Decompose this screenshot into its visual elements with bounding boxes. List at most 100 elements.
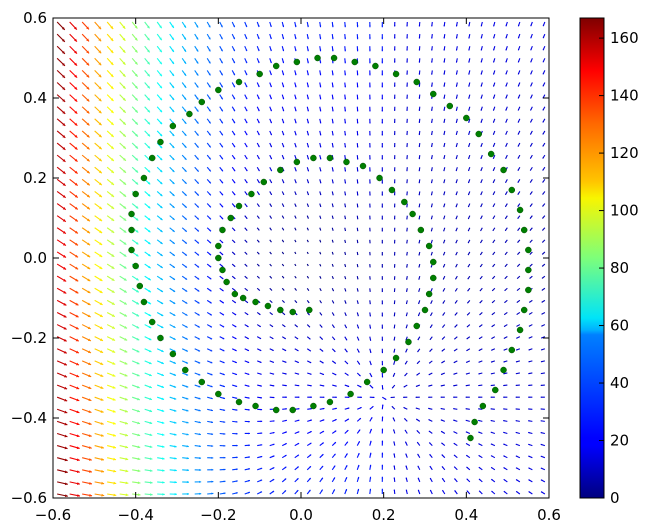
quiver-arrow [455,203,458,208]
quiver-arrow [281,489,287,495]
data-point [306,306,313,314]
quiver-arrow [256,82,260,88]
quiver-arrow [156,348,164,353]
quiver-arrow [331,336,336,341]
quiver-arrow [219,408,226,411]
quiver-arrow [306,287,310,291]
quiver-arrow [219,191,224,196]
quiver-arrow [219,178,224,184]
quiver-arrow [181,251,188,256]
quiver-arrow [344,34,347,40]
quiver-arrow [144,324,152,329]
quiver-arrow [69,384,80,390]
quiver-arrow [94,372,104,378]
quiver-arrow [156,360,164,365]
quiver-arrow [169,33,175,41]
quiver-arrow [406,34,408,39]
quiver-arrow [465,384,470,387]
quiver-arrow [418,142,421,148]
quiver-arrow [282,384,287,387]
quiver-arrow [319,227,322,231]
quiver-arrow [503,408,508,410]
quiver-arrow [232,372,238,376]
quiver-arrow [156,311,164,317]
quiver-arrow [232,456,238,459]
quiver-arrow [516,299,521,304]
quiver-arrow [181,154,187,161]
quiver-arrow [344,251,347,255]
quiver-arrow [369,70,371,76]
quiver-arrow [219,118,224,124]
quiver-arrow [431,130,433,136]
quiver-arrow [282,372,287,375]
quiver-arrow [319,465,324,471]
quiver-arrow [465,396,470,398]
quiver-arrow [82,481,93,485]
quiver-arrow [206,227,212,232]
quiver-arrow [356,106,359,112]
quiver-arrow [517,239,521,244]
quiver-arrow [504,239,508,244]
x-axis: −0.6 −0.4 −0.2 0.0 0.2 0.4 0.6 [35,18,561,524]
quiver-arrow [403,396,408,398]
quiver-arrow [530,21,533,27]
quiver-arrow [69,457,80,462]
quiver-arrow [344,70,346,76]
quiver-arrow [306,454,312,459]
quiver-arrow [406,227,408,232]
data-point [492,386,499,394]
quiver-arrow [393,106,396,111]
quiver-arrow [81,372,92,378]
quiver-arrow [169,57,175,65]
quiver-arrow [490,408,495,410]
quiver-arrow [56,348,68,354]
colorbar [579,17,605,499]
quiver-arrow [455,70,458,75]
quiver-arrow [453,419,458,422]
quiver-arrow [144,493,153,496]
quiver-arrow [415,407,420,410]
quiver-arrow [157,420,165,424]
quiver-arrow [517,118,521,123]
quiver-arrow [256,142,260,148]
data-point [157,334,164,342]
quiver-arrow [393,21,396,27]
quiver-arrow [382,396,387,401]
quiver-arrow [106,106,114,114]
quiver-arrow [207,396,213,400]
quiver-arrow [157,481,165,484]
quiver-arrow [306,239,309,243]
quiver-arrow [144,348,152,353]
quiver-arrow [504,299,508,304]
quiver-arrow [418,94,421,99]
quiver-arrow [393,239,396,244]
quiver-arrow [56,82,66,91]
quiver-arrow [455,263,458,268]
quiver-arrow [69,118,78,127]
quiver-arrow [356,360,361,365]
quiver-arrow [504,251,508,256]
data-point [260,178,268,186]
quiver-arrow [269,33,272,40]
quiver-arrow [119,203,127,210]
quiver-arrow [369,155,371,160]
quiver-arrow [244,94,248,100]
quiver-arrow [406,167,408,172]
quiver-arrow [206,33,211,40]
quiver-arrow [269,467,275,471]
quiver-arrow [231,45,236,52]
quiver-arrow [466,490,471,495]
quiver-arrow [194,227,200,232]
quiver-arrow [480,154,483,160]
quiver-arrow [257,444,263,447]
quiver-arrow [269,372,275,375]
quiver-arrow [257,360,262,364]
quiver-arrow [107,432,117,437]
quiver-arrow [356,417,362,422]
quiver-arrow [169,106,175,113]
quiver-arrow [107,481,117,485]
quiver-arrow [281,154,285,160]
quiver-arrow [81,360,92,366]
y-tick-label: 0.6 [23,9,47,27]
quiver-arrow [529,263,533,267]
